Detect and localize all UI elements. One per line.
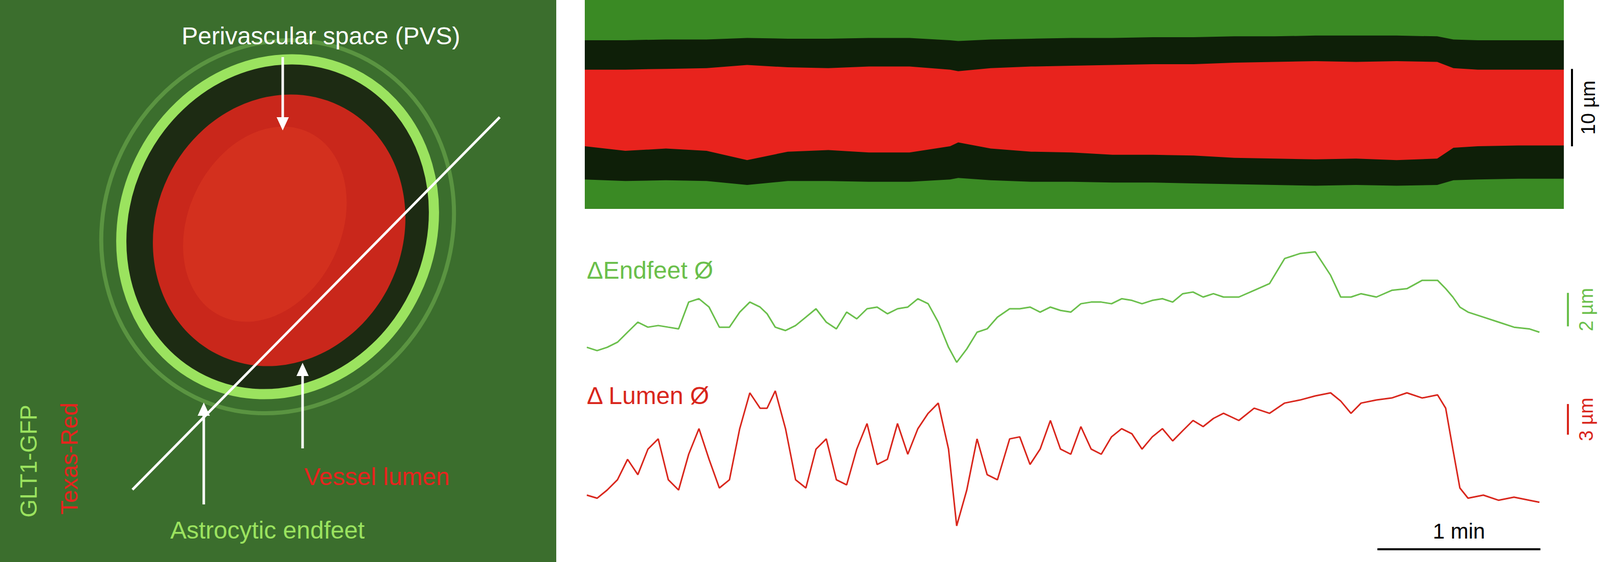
svg-text:Texas-Red: Texas-Red <box>56 402 83 515</box>
svg-text:10 µm: 10 µm <box>1577 80 1599 135</box>
svg-text:GLT1-GFP: GLT1-GFP <box>15 404 42 518</box>
svg-text:Δ Lumen Ø: Δ Lumen Ø <box>586 382 710 410</box>
svg-text:Perivascular space (PVS): Perivascular space (PVS) <box>181 22 461 50</box>
svg-text:ΔEndfeet Ø: ΔEndfeet Ø <box>586 256 714 284</box>
svg-text:2 µm: 2 µm <box>1575 287 1597 332</box>
svg-text:1 min: 1 min <box>1432 519 1486 544</box>
svg-text:Vessel lumen: Vessel lumen <box>304 463 450 491</box>
svg-text:3 µm: 3 µm <box>1575 397 1597 441</box>
svg-text:Astrocytic endfeet: Astrocytic endfeet <box>170 516 365 544</box>
